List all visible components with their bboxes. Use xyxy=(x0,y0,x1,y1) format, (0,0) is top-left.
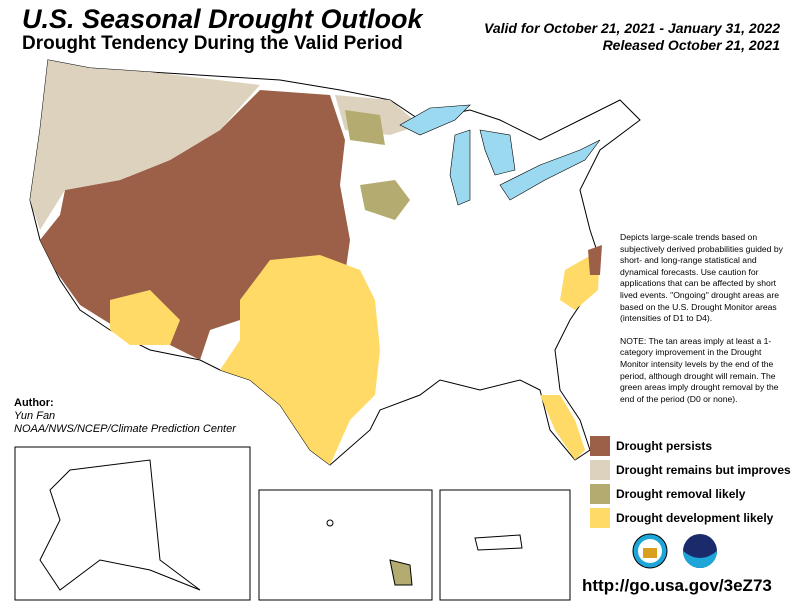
author-block: Author: Yun Fan NOAA/NWS/NCEP/Climate Pr… xyxy=(14,397,236,436)
author-org: NOAA/NWS/NCEP/Climate Prediction Center xyxy=(14,423,236,435)
region-persists-carolina xyxy=(588,245,602,275)
region-improves-northwest xyxy=(30,60,260,230)
region-development-southwest xyxy=(110,290,180,345)
legend-persists: Drought persists xyxy=(590,434,791,458)
inset-alaska xyxy=(14,446,251,601)
alaska-outline xyxy=(39,459,201,591)
lake-michigan xyxy=(449,129,471,206)
puerto-rico-outline xyxy=(474,534,523,551)
inset-puerto-rico xyxy=(439,489,571,601)
author-name: Yun Fan xyxy=(14,410,56,422)
page-subtitle: Drought Tendency During the Valid Period xyxy=(22,33,403,54)
lake-erie-ontario xyxy=(499,139,601,201)
usdc-seal-icon xyxy=(632,533,668,569)
region-removal-north xyxy=(345,110,385,145)
release-date: Released October 21, 2021 xyxy=(602,37,780,53)
valid-period: Valid for October 21, 2021 - January 31,… xyxy=(484,20,780,54)
region-development-south xyxy=(220,255,380,465)
valid-dates: Valid for October 21, 2021 - January 31,… xyxy=(484,20,780,36)
notes-paragraph-1: Depicts large-scale trends based on subj… xyxy=(620,232,783,324)
info-url-link[interactable]: http://go.usa.gov/3eZ73 xyxy=(582,576,772,595)
region-removal-midwest xyxy=(360,180,410,220)
region-development-florida xyxy=(540,395,585,460)
legend-label: Drought persists xyxy=(616,439,713,453)
legend: Drought persists Drought remains but imp… xyxy=(590,434,791,530)
legend-label: Drought removal likely xyxy=(616,487,746,501)
legend-development: Drought development likely xyxy=(590,506,791,530)
author-label: Author: xyxy=(14,397,54,409)
notes-paragraph-2: NOTE: The tan areas imply at least a 1-c… xyxy=(620,335,779,404)
hawaii-islands xyxy=(326,519,334,527)
noaa-logo-icon xyxy=(683,534,717,568)
legend-removal: Drought removal likely xyxy=(590,482,791,506)
page-title: U.S. Seasonal Drought Outlook xyxy=(22,4,423,34)
legend-label: Drought remains but improves xyxy=(616,463,791,477)
lake-huron xyxy=(479,129,516,176)
hawaii-big-island xyxy=(389,559,413,586)
legend-improves: Drought remains but improves xyxy=(590,458,791,482)
inset-hawaii xyxy=(258,489,433,601)
legend-label: Drought development likely xyxy=(616,511,774,525)
lake-superior xyxy=(399,104,471,136)
explanatory-notes: Depicts large-scale trends based on subj… xyxy=(620,232,790,405)
